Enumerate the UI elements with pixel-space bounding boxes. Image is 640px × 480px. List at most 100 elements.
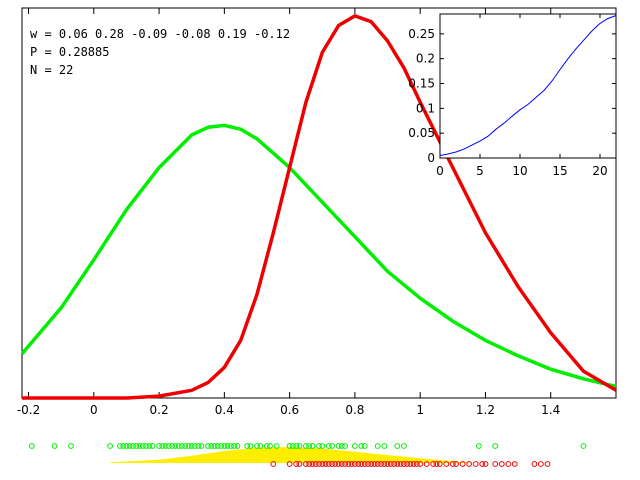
green-rug-point: [28, 443, 35, 449]
green-rug-point: [169, 443, 176, 449]
inset-y-tick-label: 0.1: [416, 101, 435, 115]
inset-y-tick-label: 0.2: [416, 52, 435, 66]
red-rug-point: [417, 461, 424, 467]
annotation-p: P = 0.28885: [30, 45, 109, 59]
inset-plot: 0 5 10 15 20 0 0.05 0.1 0.15 0.2 0.25: [408, 13, 617, 178]
green-rug-point: [221, 443, 228, 449]
red-rug-point: [443, 461, 450, 467]
green-rug-point: [156, 443, 163, 449]
red-rug-point: [319, 461, 326, 467]
green-rug-point: [296, 443, 303, 449]
x-tick-label: 0.2: [150, 403, 169, 417]
green-rug-point: [234, 443, 241, 449]
green-rug-point: [208, 443, 215, 449]
red-rug-point: [352, 461, 358, 467]
red-rug-point: [309, 461, 316, 467]
green-rug-point: [319, 443, 326, 449]
red-rug-point: [544, 461, 551, 467]
green-rug-point: [123, 443, 130, 449]
red-rug-point: [482, 461, 489, 467]
green-rug-point: [179, 443, 185, 449]
green-rug-point: [188, 443, 195, 449]
red-rug-point: [335, 461, 342, 467]
red-series-line: [22, 14, 617, 400]
red-rug-point: [293, 461, 300, 467]
green-rug-point: [218, 443, 225, 449]
inset-plot-border: [439, 13, 617, 159]
green-rug-point: [476, 443, 482, 449]
red-rug-point: [325, 461, 332, 467]
green-rug-point: [185, 443, 192, 449]
x-tick-label: -0.2: [17, 403, 40, 417]
green-rug-point: [231, 443, 238, 449]
red-rug-point: [332, 461, 339, 467]
red-rug-point: [296, 461, 303, 467]
green-rug-point: [68, 443, 74, 449]
green-rug-point: [192, 443, 198, 449]
red-rug-point: [394, 461, 401, 467]
green-rug-point: [228, 443, 234, 449]
red-rug-point: [391, 461, 398, 467]
green-rug-point: [394, 443, 401, 449]
green-rug-point: [273, 443, 280, 449]
green-rug-point: [133, 443, 140, 449]
inset-y-tick-label: 0.15: [408, 77, 435, 91]
red-rug-point: [342, 461, 349, 467]
green-rug-point: [205, 443, 211, 449]
x-tick-label: 1: [416, 403, 424, 417]
x-tick-label: 0: [90, 403, 98, 417]
green-rug-point: [381, 443, 388, 449]
red-rug-point: [378, 461, 384, 467]
inset-y-tick-label: 0.05: [408, 126, 435, 140]
red-rug-point: [430, 461, 437, 467]
inset-x-tick-label: 20: [592, 164, 607, 178]
green-rug-point: [130, 443, 136, 449]
green-rug-point: [214, 443, 221, 449]
red-rug-point: [404, 461, 411, 467]
red-rug-point: [316, 461, 322, 467]
red-rug-point: [355, 461, 362, 467]
red-rug-point: [374, 461, 381, 467]
green-rug-point: [120, 443, 127, 449]
inset-y-tick-label: 0.25: [408, 27, 435, 41]
green-rug-point: [211, 443, 218, 449]
red-rug-point: [286, 461, 293, 467]
inset-x-tick-label: 15: [552, 164, 567, 178]
green-rug-point: [136, 443, 143, 449]
green-rug-point: [117, 443, 123, 449]
red-rug-point: [306, 461, 313, 467]
green-rug-point: [195, 443, 202, 449]
red-rug-point: [303, 461, 309, 467]
inset-x-tick-label: 5: [476, 164, 484, 178]
green-rug-point: [247, 443, 254, 449]
red-rug-point: [498, 461, 505, 467]
red-rug-point: [436, 461, 443, 467]
main-x-ticks: -0.2 0 0.2 0.4 0.6 0.8 1 1.2 1.4: [17, 8, 560, 417]
yellow-density-band: [110, 447, 470, 463]
green-rug-point: [175, 443, 182, 449]
red-rug-point: [387, 461, 394, 467]
red-rug-point: [466, 461, 473, 467]
x-tick-label: 0.6: [280, 403, 299, 417]
red-rug-point: [401, 461, 407, 467]
green-rug-point: [290, 443, 296, 449]
red-rug-point: [381, 461, 388, 467]
green-rug-point: [139, 443, 146, 449]
green-rug-point: [335, 443, 342, 449]
green-rug-point: [580, 443, 587, 449]
green-rug-point: [338, 443, 345, 449]
rug-plot: [28, 443, 587, 467]
red-rug-point: [505, 461, 512, 467]
red-rug-point: [358, 461, 365, 467]
inset-x-tick-label: 10: [512, 164, 527, 178]
annotation-n: N = 22: [30, 63, 73, 77]
green-rug-point: [159, 443, 166, 449]
inset-x-tick-label: 0: [436, 164, 444, 178]
main-plot-frame: [21, 7, 617, 399]
green-rug-point: [342, 443, 349, 449]
green-rug-point: [244, 443, 251, 449]
red-rug-point: [371, 461, 378, 467]
green-rug-point: [293, 443, 300, 449]
green-rug-point: [172, 443, 179, 449]
red-rug-point: [531, 461, 538, 467]
